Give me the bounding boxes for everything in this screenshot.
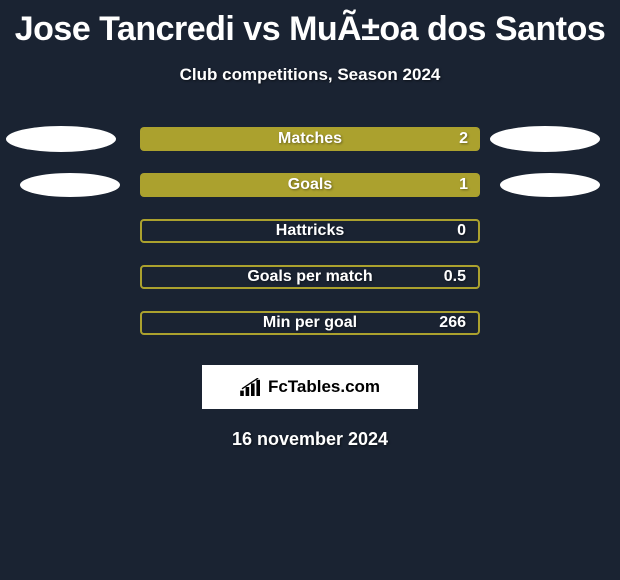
stat-value: 0 xyxy=(457,222,466,240)
stat-bar: Matches 2 xyxy=(140,127,480,151)
stat-row-hattricks: Hattricks 0 xyxy=(0,219,620,243)
stat-label: Matches xyxy=(278,130,342,148)
stat-label: Min per goal xyxy=(263,314,357,332)
stat-bar: Goals 1 xyxy=(140,173,480,197)
stat-value: 1 xyxy=(459,176,468,194)
stat-label: Goals per match xyxy=(247,268,372,286)
ellipse-right xyxy=(500,173,600,197)
stat-value: 2 xyxy=(459,130,468,148)
date-text: 16 november 2024 xyxy=(232,429,388,450)
stat-row-goals-per-match: Goals per match 0.5 xyxy=(0,265,620,289)
stat-value: 0.5 xyxy=(444,268,466,286)
stat-value: 266 xyxy=(439,314,466,332)
stat-row-min-per-goal: Min per goal 266 xyxy=(0,311,620,335)
stat-label: Goals xyxy=(288,176,332,194)
chart-icon xyxy=(240,378,262,396)
stats-container: Matches 2 Goals 1 Hattricks 0 Goals per … xyxy=(0,127,620,335)
stat-bar: Goals per match 0.5 xyxy=(140,265,480,289)
ellipse-right xyxy=(490,126,600,152)
ellipse-left xyxy=(6,126,116,152)
page-title: Jose Tancredi vs MuÃ±oa dos Santos xyxy=(15,10,606,49)
stat-bar: Min per goal 266 xyxy=(140,311,480,335)
brand-box[interactable]: FcTables.com xyxy=(202,365,418,409)
brand-text: FcTables.com xyxy=(268,377,380,397)
stat-label: Hattricks xyxy=(276,222,344,240)
stat-row-goals: Goals 1 xyxy=(0,173,620,197)
subtitle: Club competitions, Season 2024 xyxy=(180,65,441,85)
stat-row-matches: Matches 2 xyxy=(0,127,620,151)
stat-bar: Hattricks 0 xyxy=(140,219,480,243)
ellipse-left xyxy=(20,173,120,197)
